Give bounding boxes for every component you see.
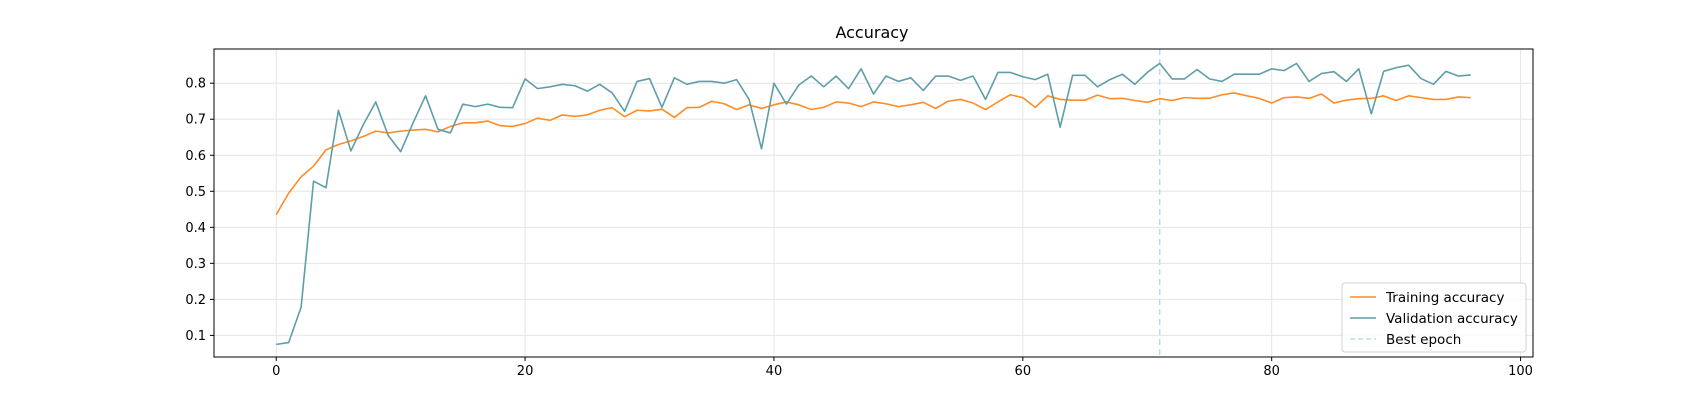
y-axis-ticks: 0.1 0.2 0.3 0.4 0.5 0.6 0.7 0.8 — [185, 77, 214, 344]
validation-accuracy-line — [276, 62, 1471, 346]
y-tick-label: 0.6 — [185, 149, 206, 164]
x-tick-label: 40 — [766, 364, 783, 379]
legend-box — [1341, 282, 1527, 353]
y-tick-label: 0.4 — [185, 221, 206, 236]
training-accuracy-line — [275, 92, 1471, 216]
legend-label: Training accuracy — [1385, 290, 1504, 306]
chart-title: Accuracy — [835, 23, 908, 42]
y-tick-label: 0.7 — [185, 113, 206, 128]
legend-label: Validation accuracy — [1386, 311, 1518, 327]
y-tick-label: 0.8 — [185, 77, 206, 92]
y-tick-label: 0.5 — [185, 185, 206, 200]
x-axis-ticks: 0 20 40 60 80 100 — [272, 357, 1533, 379]
grid-lines — [214, 49, 1533, 357]
data-series — [275, 62, 1471, 346]
legend: Training accuracy Validation accuracy Best… — [1341, 282, 1527, 353]
y-tick-label: 0.1 — [185, 329, 206, 344]
x-tick-label: 0 — [272, 364, 280, 379]
x-tick-label: 60 — [1015, 364, 1032, 379]
x-tick-label: 80 — [1263, 364, 1280, 379]
x-tick-label: 100 — [1508, 364, 1533, 379]
y-tick-label: 0.2 — [185, 293, 206, 308]
legend-label: Best epoch — [1386, 332, 1461, 348]
plot-frame — [213, 48, 1534, 358]
x-tick-label: 20 — [517, 364, 534, 379]
y-tick-label: 0.3 — [185, 257, 206, 272]
